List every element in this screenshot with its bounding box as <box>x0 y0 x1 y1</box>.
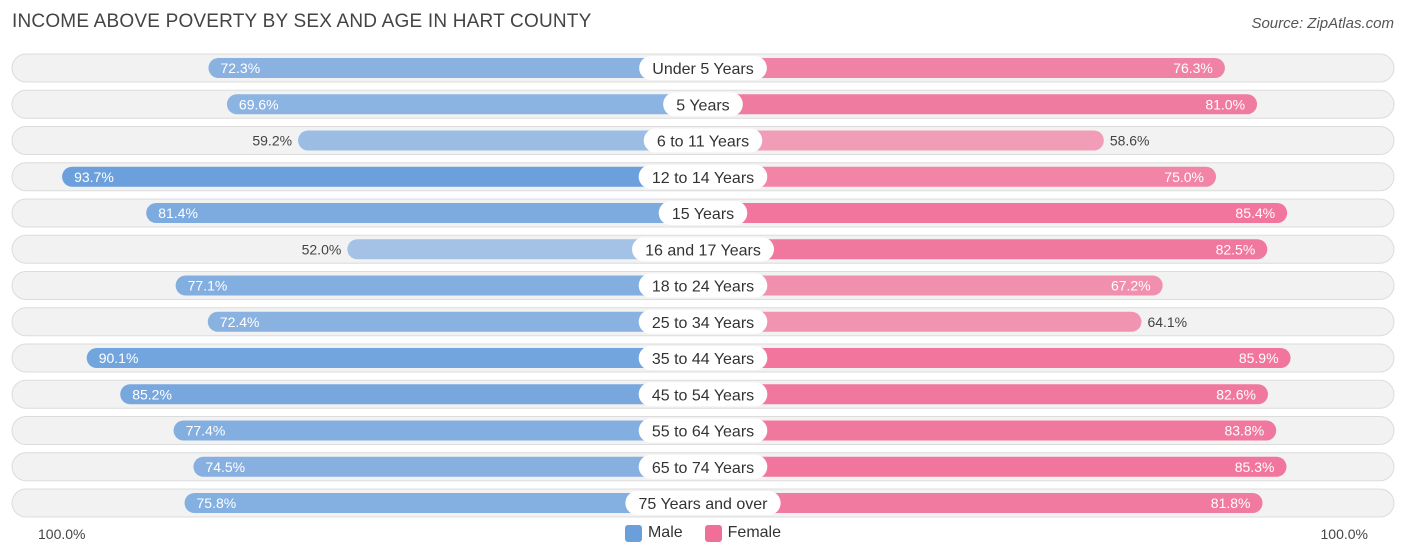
category-label: 45 to 54 Years <box>652 387 754 404</box>
category-label: 75 Years and over <box>639 496 769 513</box>
value-label-male: 74.5% <box>205 459 245 475</box>
axis-right-label: 100.0% <box>1320 526 1368 542</box>
bar-female <box>703 420 1277 441</box>
category-pill <box>625 491 781 515</box>
value-label-male: 59.2% <box>252 133 292 149</box>
bar-female <box>703 94 1258 115</box>
category-pill <box>638 418 768 443</box>
bar-male <box>298 130 703 151</box>
category-pill <box>643 128 763 153</box>
legend-swatch-female <box>704 524 722 542</box>
category-pill <box>632 237 774 262</box>
category-label: 18 to 24 Years <box>652 279 754 296</box>
category-label: 55 to 64 Years <box>652 424 754 441</box>
value-label-male: 90.1% <box>99 350 139 366</box>
bar-male <box>347 239 703 260</box>
category-label: 6 to 11 Years <box>657 134 749 151</box>
bar-male <box>86 348 703 368</box>
value-label-female: 67.2% <box>1111 278 1151 294</box>
value-label-male: 69.6% <box>239 96 279 112</box>
legend-item-male[interactable]: Male <box>624 524 683 542</box>
legend-label-female: Female <box>727 524 782 541</box>
category-pill <box>638 382 768 407</box>
value-label-female: 76.3% <box>1173 60 1213 76</box>
source-label: Source: ZipAtlas.com <box>1251 15 1394 32</box>
bar-male <box>120 384 704 405</box>
category-pill <box>638 273 768 298</box>
axis-left-label: 100.0% <box>38 526 86 542</box>
category-label: 5 Years <box>676 97 729 114</box>
bar-male <box>146 203 703 223</box>
value-label-female: 82.6% <box>1216 386 1256 402</box>
diverging-bar-chart: 72.3% 76.3% Under 5 Years 69.6% 81.0% 5 Years… <box>11 53 1395 518</box>
value-label-male: 81.4% <box>158 205 198 221</box>
value-label-female: 81.0% <box>1205 96 1245 112</box>
value-label-female: 85.9% <box>1239 350 1279 366</box>
category-label: 65 to 74 Years <box>652 460 754 477</box>
category-label: 15 Years <box>672 206 734 223</box>
value-label-male: 72.3% <box>220 60 260 76</box>
bar-male <box>193 456 704 477</box>
bar-female <box>703 239 1268 260</box>
bar-female <box>703 58 1225 78</box>
legend-swatch-male <box>624 524 642 542</box>
value-label-female: 75.0% <box>1164 169 1204 185</box>
value-label-male: 77.4% <box>186 423 226 439</box>
bar-male <box>208 58 703 78</box>
value-label-female: 85.4% <box>1235 205 1275 221</box>
chart-title: INCOME ABOVE POVERTY BY SEX AND AGE IN H… <box>12 11 592 32</box>
legend: Male Female <box>0 524 1406 542</box>
category-pill <box>638 454 768 479</box>
category-label: 12 to 14 Years <box>652 170 754 187</box>
category-pill <box>638 309 768 334</box>
value-label-male: 93.7% <box>74 169 114 185</box>
bar-female <box>703 130 1104 151</box>
bar-male <box>226 94 703 115</box>
value-label-male: 77.1% <box>188 278 228 294</box>
bar-female <box>703 456 1287 477</box>
category-pill <box>663 92 743 117</box>
category-label: 25 to 34 Years <box>652 315 754 332</box>
bar-female <box>703 203 1288 223</box>
bar-female <box>703 384 1268 405</box>
value-label-female: 64.1% <box>1147 314 1187 330</box>
bar-female <box>703 311 1142 332</box>
bar-female <box>703 166 1216 187</box>
value-label-female: 58.6% <box>1110 133 1150 149</box>
bar-female <box>703 493 1263 513</box>
category-pill <box>658 201 748 225</box>
value-label-female: 83.8% <box>1224 423 1264 439</box>
value-label-male: 85.2% <box>132 386 172 402</box>
category-label: 16 and 17 Years <box>645 242 761 259</box>
legend-item-female[interactable]: Female <box>704 524 782 542</box>
category-label: Under 5 Years <box>652 61 753 78</box>
category-pill <box>638 346 768 370</box>
bar-male <box>184 493 703 513</box>
value-label-male: 52.0% <box>302 241 342 257</box>
bar-female <box>703 275 1163 296</box>
legend-label-male: Male <box>647 524 683 541</box>
category-pill <box>639 56 767 80</box>
value-label-male: 72.4% <box>220 314 260 330</box>
value-label-female: 85.3% <box>1235 459 1275 475</box>
value-label-female: 82.5% <box>1216 241 1256 257</box>
bar-male <box>173 420 704 441</box>
bar-male <box>62 166 704 187</box>
value-label-male: 75.8% <box>197 495 237 511</box>
bar-male <box>207 311 703 332</box>
bar-male <box>175 275 704 296</box>
bar-female <box>703 348 1291 368</box>
category-pill <box>638 164 768 189</box>
category-label: 35 to 44 Years <box>652 351 754 368</box>
value-label-female: 81.8% <box>1211 495 1251 511</box>
